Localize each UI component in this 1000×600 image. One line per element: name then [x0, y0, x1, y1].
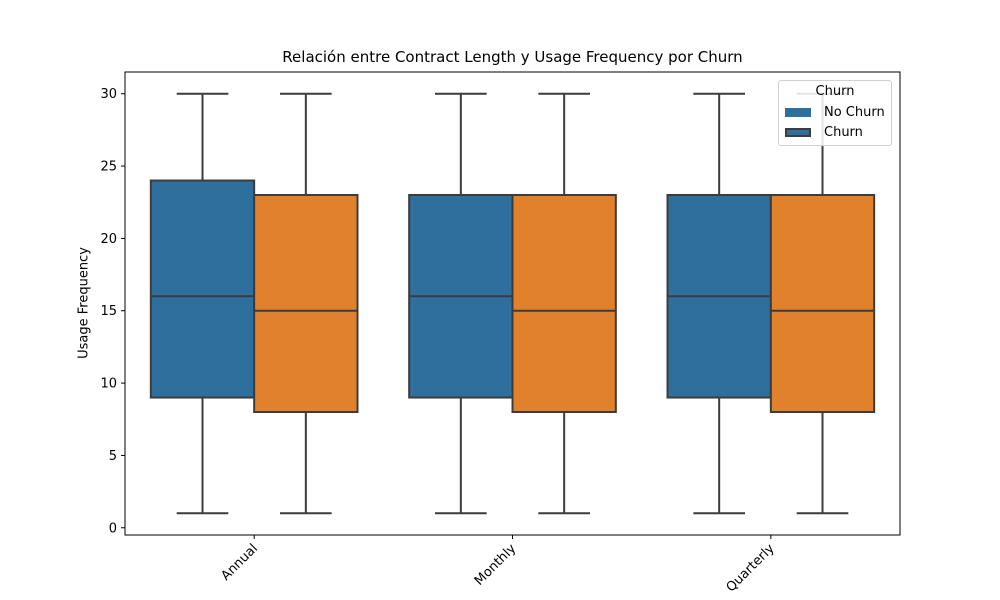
y-axis-label: Usage Frequency [76, 247, 92, 359]
legend-label-churn: Churn [824, 124, 863, 140]
y-tick-label-0: 0 [109, 521, 117, 536]
legend-swatch-no-churn [785, 107, 811, 117]
box-annual-no-churn [149, 179, 256, 399]
box-quarterly-churn [769, 193, 876, 414]
legend-swatch-churn [785, 127, 811, 137]
y-tick-label-10: 10 [100, 377, 117, 392]
y-tick-label-20: 20 [100, 232, 117, 247]
y-tick-label-25: 25 [100, 160, 117, 175]
legend-label-no-churn: No Churn [824, 104, 885, 120]
box-annual-churn [253, 193, 359, 414]
chart-title: Relación entre Contract Length y Usage F… [282, 48, 743, 66]
legend: Churn No Churn Churn [778, 80, 892, 146]
x-tick-label-quarterly: Quarterly [724, 541, 778, 595]
x-tick-label-monthly: Monthly [472, 541, 520, 589]
box-monthly-churn [511, 193, 617, 414]
legend-item-churn: Churn [785, 124, 863, 140]
y-tick-label-15: 15 [100, 304, 117, 319]
legend-title: Churn [815, 84, 855, 99]
y-tick-label-30: 30 [100, 87, 117, 102]
legend-item-no-churn: No Churn [785, 104, 885, 120]
x-tick-label-annual: Annual [218, 541, 261, 584]
y-tick-label-5: 5 [109, 449, 117, 464]
